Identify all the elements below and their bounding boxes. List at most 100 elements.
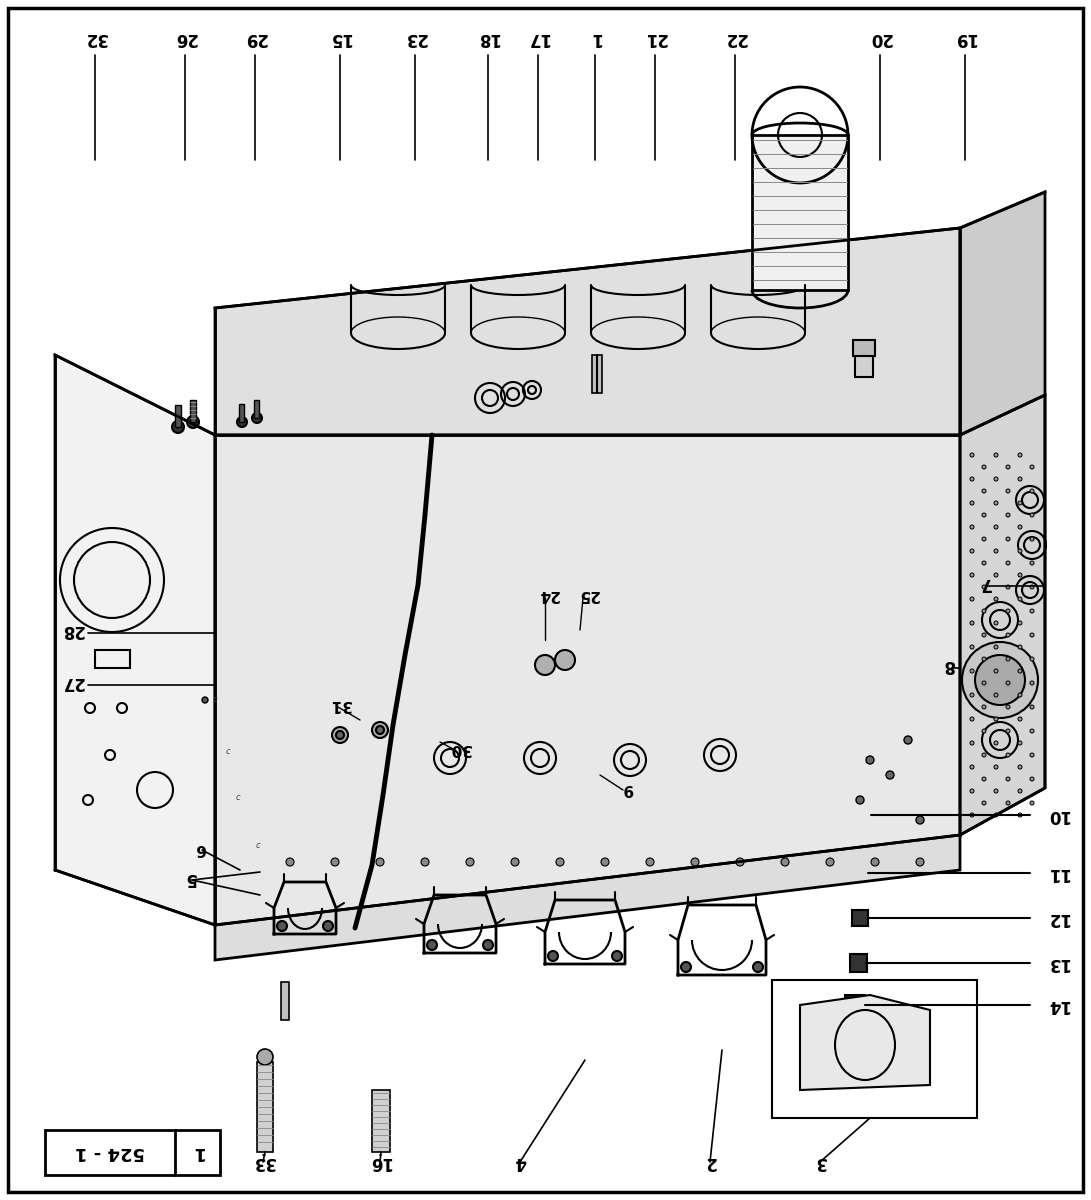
Bar (372, 1090, 389, 1152)
Text: 20: 20 (868, 29, 891, 47)
Circle shape (1030, 634, 1034, 637)
Circle shape (1030, 802, 1034, 805)
Circle shape (421, 858, 429, 866)
Polygon shape (215, 835, 960, 960)
Circle shape (1030, 584, 1034, 589)
Circle shape (982, 490, 986, 493)
Circle shape (1006, 658, 1010, 661)
Circle shape (994, 814, 998, 817)
Text: 29: 29 (243, 29, 266, 47)
Bar (175, 404, 181, 427)
Text: 14: 14 (1046, 996, 1069, 1014)
Circle shape (982, 560, 986, 565)
Circle shape (970, 452, 974, 457)
Circle shape (1030, 538, 1034, 541)
Circle shape (970, 766, 974, 769)
Circle shape (1030, 608, 1034, 613)
Circle shape (277, 922, 287, 931)
Circle shape (781, 858, 789, 866)
Text: 6: 6 (194, 840, 205, 856)
Text: c: c (226, 748, 230, 756)
Circle shape (856, 796, 864, 804)
Circle shape (982, 778, 986, 781)
Circle shape (886, 770, 894, 779)
Text: 12: 12 (1046, 910, 1069, 926)
Circle shape (376, 726, 384, 734)
Circle shape (994, 476, 998, 481)
Circle shape (994, 716, 998, 721)
Text: 27: 27 (60, 673, 84, 691)
Circle shape (601, 858, 609, 866)
Circle shape (427, 940, 437, 950)
Text: 25: 25 (577, 588, 599, 602)
Circle shape (257, 1049, 273, 1066)
Circle shape (286, 858, 293, 866)
Circle shape (1018, 740, 1022, 745)
Circle shape (1030, 754, 1034, 757)
Circle shape (994, 646, 998, 649)
Text: 4: 4 (514, 1153, 526, 1171)
Text: 8: 8 (943, 656, 954, 674)
Circle shape (970, 550, 974, 553)
Circle shape (1018, 476, 1022, 481)
Bar (254, 400, 259, 418)
Circle shape (1030, 490, 1034, 493)
Circle shape (202, 697, 208, 703)
Text: 7: 7 (980, 574, 991, 592)
Circle shape (535, 655, 555, 674)
Circle shape (1018, 814, 1022, 817)
Text: 3: 3 (814, 1153, 826, 1171)
Circle shape (252, 413, 262, 422)
Circle shape (982, 704, 986, 709)
Circle shape (970, 716, 974, 721)
Circle shape (982, 658, 986, 661)
Text: c: c (256, 840, 261, 850)
Text: 30: 30 (449, 740, 470, 756)
Circle shape (556, 858, 564, 866)
Circle shape (994, 692, 998, 697)
Circle shape (646, 858, 654, 866)
Circle shape (691, 858, 699, 866)
Circle shape (975, 655, 1026, 704)
Circle shape (1006, 514, 1010, 517)
Circle shape (548, 950, 558, 961)
Circle shape (1006, 680, 1010, 685)
Circle shape (1006, 704, 1010, 709)
Text: 21: 21 (644, 29, 667, 47)
Circle shape (336, 731, 344, 739)
Polygon shape (960, 192, 1045, 434)
Circle shape (982, 802, 986, 805)
Circle shape (982, 728, 986, 733)
Circle shape (1030, 778, 1034, 781)
Text: 1: 1 (191, 1142, 203, 1162)
Circle shape (1018, 646, 1022, 649)
Text: 18: 18 (477, 29, 500, 47)
Bar (846, 995, 865, 1015)
Circle shape (994, 596, 998, 601)
Bar (752, 134, 848, 290)
Circle shape (994, 790, 998, 793)
Circle shape (970, 622, 974, 625)
Circle shape (970, 526, 974, 529)
Circle shape (970, 572, 974, 577)
Circle shape (962, 642, 1038, 718)
Text: 33: 33 (251, 1153, 275, 1171)
Text: 23: 23 (404, 29, 427, 47)
Circle shape (970, 670, 974, 673)
Circle shape (237, 416, 247, 427)
Circle shape (982, 754, 986, 757)
Circle shape (1006, 490, 1010, 493)
Polygon shape (215, 228, 960, 434)
Circle shape (1006, 608, 1010, 613)
Circle shape (1030, 680, 1034, 685)
Text: 9: 9 (623, 780, 633, 796)
Circle shape (1006, 538, 1010, 541)
Circle shape (994, 502, 998, 505)
Circle shape (1018, 526, 1022, 529)
Text: c: c (236, 793, 241, 803)
Circle shape (1006, 464, 1010, 469)
Circle shape (1018, 572, 1022, 577)
Circle shape (323, 922, 333, 931)
Bar (281, 982, 289, 1020)
Circle shape (871, 858, 879, 866)
